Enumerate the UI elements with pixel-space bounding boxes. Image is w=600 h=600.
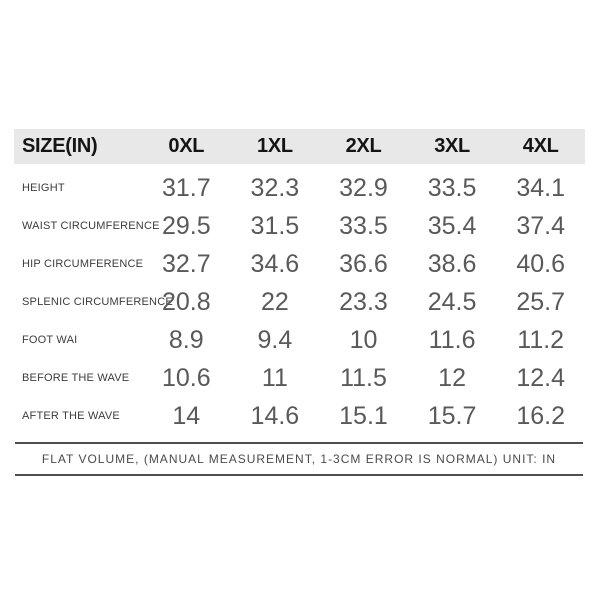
cell-value: 40.6 bbox=[516, 249, 565, 278]
column-header-3xl: 3XL bbox=[434, 135, 470, 157]
table-row-after-the-wave: AFTER THE WAVE 14 14.6 15.1 15.7 16.2 bbox=[14, 397, 585, 435]
size-unit-header: SIZE(IN) bbox=[22, 135, 98, 157]
table-row-hip-circumference: HIP CIRCUMFERENCE 32.7 34.6 36.6 38.6 40… bbox=[14, 245, 585, 283]
cell-value: 8.9 bbox=[168, 325, 204, 354]
cell-value: 14.6 bbox=[250, 401, 300, 430]
size-table: SIZE(IN) 0XL 1XL 2XL 3XL 4XL HEIGHT 31.7… bbox=[14, 129, 585, 435]
row-label: HEIGHT bbox=[22, 182, 65, 194]
cell-value: 36.6 bbox=[339, 249, 388, 278]
column-header-0xl: 0XL bbox=[168, 135, 205, 157]
cell-value: 34.6 bbox=[250, 249, 300, 278]
cell-value: 16.2 bbox=[516, 401, 565, 430]
cell-value: 34.1 bbox=[516, 173, 565, 202]
size-table-header-row: SIZE(IN) 0XL 1XL 2XL 3XL 4XL bbox=[14, 129, 585, 164]
cell-value: 31.7 bbox=[161, 173, 211, 202]
cell-value: 31.5 bbox=[250, 211, 300, 240]
cell-value: 33.5 bbox=[339, 211, 388, 240]
cell-value: 32.7 bbox=[161, 249, 211, 278]
cell-value: 22 bbox=[260, 287, 289, 316]
cell-value: 38.6 bbox=[427, 249, 477, 278]
cell-value: 14 bbox=[172, 401, 201, 430]
cell-value: 11 bbox=[261, 363, 288, 392]
cell-value: 20.8 bbox=[161, 287, 211, 316]
cell-value: 32.9 bbox=[339, 173, 388, 202]
row-label: FOOT WAI bbox=[22, 334, 78, 346]
size-table-body: HEIGHT 31.7 32.3 32.9 33.5 34.1 WAIST CI… bbox=[14, 169, 585, 435]
cell-value: 11.5 bbox=[340, 363, 387, 392]
cell-value: 25.7 bbox=[516, 287, 565, 316]
table-row-height: HEIGHT 31.7 32.3 32.9 33.5 34.1 bbox=[14, 169, 585, 207]
cell-value: 15.7 bbox=[427, 401, 477, 430]
cell-value: 12 bbox=[438, 363, 466, 392]
measurement-note: FLAT VOLUME, (MANUAL MEASUREMENT, 1-3CM … bbox=[15, 442, 583, 476]
cell-value: 11.2 bbox=[517, 325, 565, 354]
row-label: HIP CIRCUMFERENCE bbox=[22, 258, 144, 270]
cell-value: 23.3 bbox=[339, 287, 388, 316]
table-row-foot-wai: FOOT WAI 8.9 9.4 10 11.6 11.2 bbox=[14, 321, 585, 359]
column-header-1xl: 1XL bbox=[257, 135, 293, 157]
cell-value: 33.5 bbox=[427, 173, 477, 202]
row-label: SPLENIC CIRCUMFERENCE bbox=[22, 296, 173, 308]
cell-value: 12.4 bbox=[516, 363, 565, 392]
cell-value: 9.4 bbox=[257, 325, 293, 354]
row-label: AFTER THE WAVE bbox=[22, 410, 120, 422]
cell-value: 32.3 bbox=[250, 173, 300, 202]
cell-value: 10 bbox=[349, 325, 378, 354]
cell-value: 35.4 bbox=[427, 211, 477, 240]
row-label: WAIST CIRCUMFERENCE bbox=[22, 220, 160, 232]
cell-value: 15.1 bbox=[339, 401, 388, 430]
cell-value: 11.6 bbox=[428, 325, 476, 354]
cell-value: 29.5 bbox=[161, 211, 211, 240]
column-header-4xl: 4XL bbox=[522, 135, 559, 157]
column-header-2xl: 2XL bbox=[345, 135, 382, 157]
table-row-waist-circumference: WAIST CIRCUMFERENCE 29.5 31.5 33.5 35.4 … bbox=[14, 207, 585, 245]
table-row-splenic-circumference: SPLENIC CIRCUMFERENCE 20.8 22 23.3 24.5 … bbox=[14, 283, 585, 321]
cell-value: 24.5 bbox=[427, 287, 477, 316]
cell-value: 10.6 bbox=[161, 363, 211, 392]
table-row-before-the-wave: BEFORE THE WAVE 10.6 11 11.5 12 12.4 bbox=[14, 359, 585, 397]
cell-value: 37.4 bbox=[516, 211, 565, 240]
row-label: BEFORE THE WAVE bbox=[22, 372, 130, 384]
